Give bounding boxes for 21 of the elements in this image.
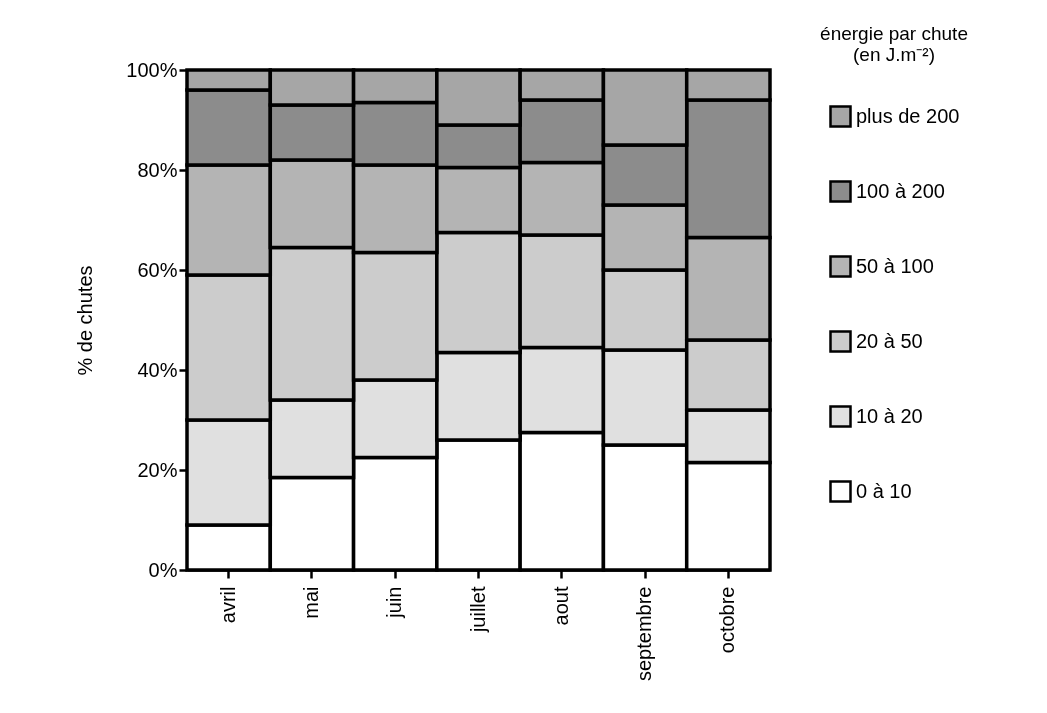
y-tick-label: 80%: [137, 158, 178, 181]
y-tick-label: 60%: [137, 258, 178, 281]
legend-label: 10 à 20: [856, 404, 923, 427]
x-tick-label: avril: [216, 586, 239, 624]
legend-label: plus de 200: [856, 104, 960, 127]
y-tick-label: 100%: [126, 58, 178, 81]
legend-title: énergie par chute (en J.m⁻²): [820, 23, 968, 65]
legend-label: 20 à 50: [856, 329, 923, 352]
y-tick-label: 40%: [137, 358, 178, 381]
legend-label: 0 à 10: [856, 479, 912, 502]
legend-label: 100 à 200: [856, 179, 945, 202]
legend-label: 50 à 100: [856, 254, 934, 277]
x-tick-label: juin: [383, 586, 406, 619]
y-axis-title: % de chutes: [74, 265, 97, 376]
x-tick-label: juillet: [466, 586, 489, 634]
x-tick-label: septembre: [633, 586, 656, 681]
y-tick-label: 20%: [137, 458, 178, 481]
x-tick-label: mai: [299, 586, 322, 619]
x-tick-label: octobre: [716, 586, 739, 654]
y-tick-label: 0%: [148, 558, 178, 581]
x-tick-label: aout: [549, 586, 572, 626]
